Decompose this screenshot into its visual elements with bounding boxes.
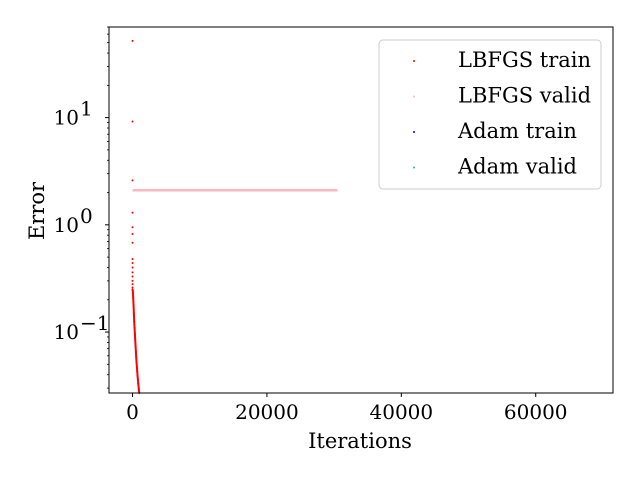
- lbfgs-train-point: [131, 262, 134, 265]
- lbfgs-train-point: [137, 382, 140, 385]
- y-tick-exponent: 1: [80, 97, 93, 121]
- lbfgs-train-point: [137, 388, 140, 391]
- lbfgs-train-point: [131, 290, 134, 293]
- y-tick-exponent: 0: [80, 204, 93, 228]
- lbfgs-train-point: [131, 275, 134, 278]
- lbfgs-train-point: [132, 312, 135, 315]
- lbfgs-train-point: [136, 374, 139, 377]
- lbfgs-train-point: [131, 288, 134, 291]
- legend-marker: [413, 166, 415, 169]
- lbfgs-train-point: [131, 39, 134, 42]
- lbfgs-train-point: [133, 326, 136, 329]
- x-axis-label: Iterations: [308, 429, 412, 453]
- legend-marker: [413, 60, 415, 62]
- lbfgs-train-point: [131, 286, 134, 289]
- lbfgs-train-point: [133, 320, 136, 323]
- lbfgs-train-point: [136, 378, 139, 381]
- x-tick-label: 0: [126, 400, 139, 424]
- y-axis-label: Error: [25, 181, 49, 240]
- lbfgs-train-point: [131, 279, 134, 282]
- lbfgs-train-point: [131, 179, 134, 182]
- legend-item: LBFGS train: [413, 48, 591, 72]
- plot-frame: [108, 26, 614, 394]
- lbfgs-train-point: [131, 283, 134, 286]
- legend-item: Adam valid: [413, 155, 577, 179]
- x-axis-ticks: 0 20000 40000 60000: [126, 393, 568, 424]
- legend-item: Adam train: [413, 119, 577, 143]
- lbfgs-train-point: [131, 233, 134, 236]
- legend-label: LBFGS train: [458, 48, 591, 72]
- lbfgs-train-point: [133, 332, 136, 335]
- legend-item: LBFGS valid: [413, 84, 591, 108]
- lbfgs-train-point: [131, 120, 134, 123]
- lbfgs-train-point: [134, 338, 137, 341]
- lbfgs-train-point: [137, 385, 140, 388]
- y-tick-label: 10: [54, 213, 79, 237]
- lbfgs-train-point: [131, 226, 134, 229]
- legend-label: LBFGS valid: [458, 84, 591, 108]
- legend-box: [378, 39, 602, 190]
- x-tick-label: 20000: [235, 400, 299, 424]
- legend-marker: [413, 95, 415, 98]
- legend-label: Adam train: [457, 119, 577, 143]
- lbfgs-train-point: [132, 303, 135, 306]
- lbfgs-train-point: [131, 257, 134, 260]
- y-tick-label: 10: [54, 320, 79, 344]
- y-tick-label: 10: [54, 106, 79, 130]
- lbfgs-train-point: [135, 361, 138, 364]
- lbfgs-train-point: [135, 366, 138, 369]
- lbfgs-train-point: [134, 350, 137, 353]
- legend: LBFGS train LBFGS valid Adam train Adam val…: [378, 39, 602, 190]
- lbfgs-train-point: [135, 356, 138, 359]
- y-tick-exponent: −1: [80, 311, 109, 335]
- series-lbfgs-train: [131, 39, 141, 394]
- data-marks: [131, 39, 338, 394]
- lbfgs-train-point: [131, 271, 134, 274]
- lbfgs-train-point: [131, 266, 134, 269]
- lbfgs-train-point: [134, 344, 137, 347]
- lbfgs-train-point: [132, 296, 135, 299]
- lbfgs-train-point: [136, 370, 139, 373]
- lbfgs-train-point: [131, 241, 134, 244]
- x-tick-label: 40000: [370, 400, 434, 424]
- lbfgs-train-point: [131, 211, 134, 214]
- x-tick-label: 60000: [504, 400, 568, 424]
- legend-marker: [413, 131, 415, 133]
- legend-label: Adam valid: [457, 155, 577, 179]
